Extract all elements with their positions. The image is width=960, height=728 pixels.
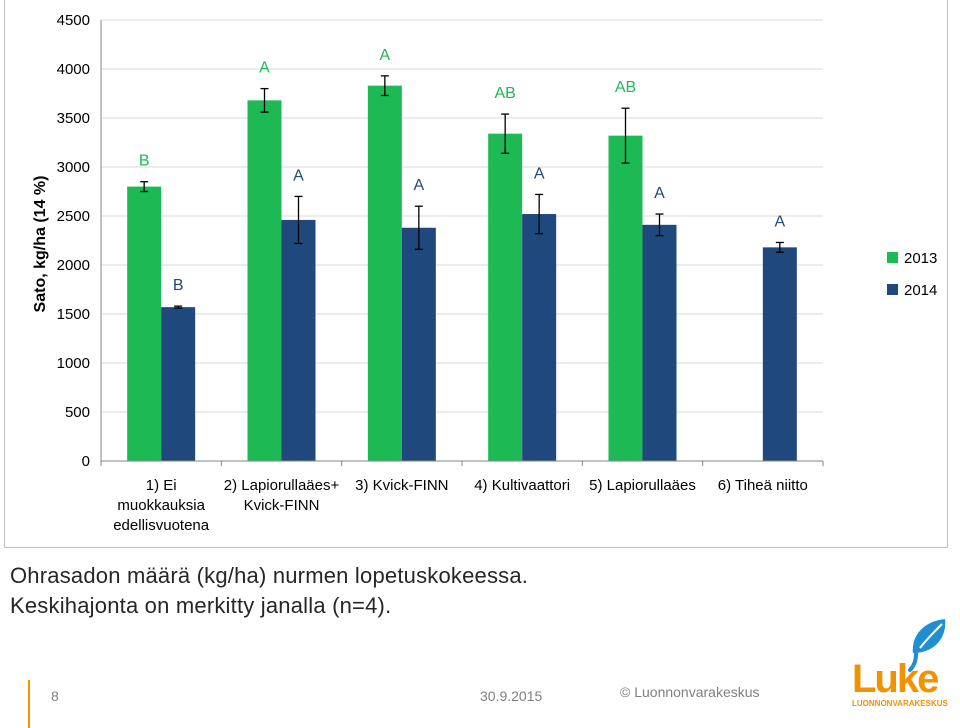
significance-letter: A bbox=[413, 177, 424, 194]
x-tick-label: 1) Ei bbox=[146, 477, 177, 494]
significance-letter: A bbox=[654, 185, 665, 202]
footer-divider bbox=[28, 680, 30, 728]
bar-2014-3 bbox=[401, 227, 436, 461]
y-tick-label: 1000 bbox=[57, 355, 90, 372]
chart-frame: B A A AB AB B A A A A A 0 500 1000 1500 2000 2500 3000 35… bbox=[4, 0, 948, 548]
bar-2014-6 bbox=[762, 247, 797, 461]
bar-2014-1 bbox=[161, 307, 196, 461]
significance-letter: AB bbox=[494, 85, 515, 102]
footer-date: 30.9.2015 bbox=[480, 688, 543, 704]
y-tick-label: 4500 bbox=[57, 12, 90, 29]
bar-chart: B A A AB AB B A A A A A 0 500 1000 1500 2000 2500 3000 35… bbox=[32, 12, 937, 534]
significance-letter: A bbox=[534, 165, 545, 182]
bar-2013-4 bbox=[488, 133, 523, 461]
luke-logo: Luke LUONNONVARAKESKUS bbox=[852, 616, 949, 708]
significance-letter: A bbox=[259, 60, 270, 77]
y-tick-label: 0 bbox=[82, 453, 90, 470]
x-tick-label: 2) Lapiorullaäes+ bbox=[224, 477, 340, 494]
legend-swatch-2014 bbox=[887, 284, 898, 295]
chart-caption-line-2: Keskihajonta on merkitty janalla (n=4). bbox=[10, 593, 392, 618]
legend-label: 2014 bbox=[904, 282, 937, 299]
footer-copyright: © Luonnonvarakeskus bbox=[620, 684, 760, 700]
significance-letter: B bbox=[139, 153, 150, 170]
bar-2013-5 bbox=[608, 135, 643, 461]
y-tick-label: 3500 bbox=[57, 110, 90, 127]
logo-wordmark: Luke bbox=[852, 657, 938, 701]
legend-label: 2013 bbox=[904, 250, 937, 267]
significance-letter: A bbox=[774, 213, 785, 230]
bar-2013-1 bbox=[127, 186, 162, 461]
x-tick-label: 4) Kultivaattori bbox=[474, 477, 570, 494]
x-tick-label: edellisvuotena bbox=[113, 517, 210, 534]
bar-2014-4 bbox=[522, 214, 557, 461]
y-tick-label: 2500 bbox=[57, 208, 90, 225]
bar-2013-2 bbox=[247, 100, 282, 462]
significance-letter: A bbox=[379, 47, 390, 64]
x-tick-label: Kvick-FINN bbox=[244, 497, 320, 514]
page-number: 8 bbox=[51, 688, 59, 704]
significance-letter: AB bbox=[615, 79, 636, 96]
leaf-icon bbox=[910, 616, 948, 655]
bar-2013-3 bbox=[367, 85, 402, 461]
y-tick-label: 4000 bbox=[57, 61, 90, 78]
significance-letter: B bbox=[173, 277, 184, 294]
y-axis-title: Sato, kg/ha (14 %) bbox=[32, 176, 49, 313]
x-tick-label: muokkauksia bbox=[117, 497, 205, 514]
y-tick-label: 1500 bbox=[57, 306, 90, 323]
x-tick-label: 5) Lapiorullaäes bbox=[589, 477, 696, 494]
bar-2014-2 bbox=[281, 219, 316, 461]
significance-letter: A bbox=[293, 167, 304, 184]
y-tick-label: 3000 bbox=[57, 159, 90, 176]
x-tick-label: 6) Tiheä niitto bbox=[718, 477, 808, 494]
chart-caption-line-1: Ohrasadon määrä (kg/ha) nurmen lopetusko… bbox=[10, 563, 529, 588]
bar-2014-5 bbox=[642, 224, 677, 461]
logo-subtitle: LUONNONVARAKESKUS bbox=[852, 699, 949, 708]
legend-swatch-2013 bbox=[887, 252, 898, 263]
x-tick-label: 3) Kvick-FINN bbox=[355, 477, 448, 494]
y-tick-label: 2000 bbox=[57, 257, 90, 274]
y-tick-label: 500 bbox=[65, 404, 90, 421]
